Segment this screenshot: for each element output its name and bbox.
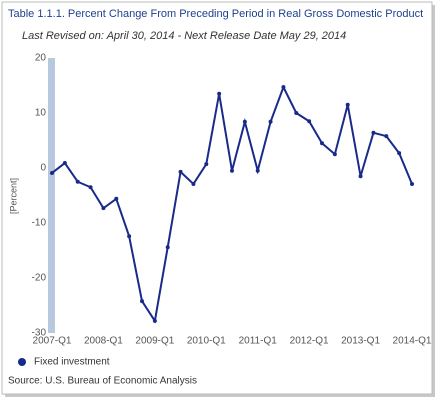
x-tick-label: 2011-Q1 <box>239 336 278 347</box>
frame <box>1 1 433 395</box>
legend-marker <box>18 358 26 366</box>
y-tick-label: -20 <box>32 273 47 284</box>
x-tick-label: 2014-Q1 <box>393 336 432 347</box>
data-point <box>397 151 402 156</box>
y-tick-label: 0 <box>40 163 46 174</box>
data-point <box>281 85 286 90</box>
data-point <box>50 170 54 175</box>
data-point <box>268 119 273 124</box>
data-point <box>230 168 234 173</box>
data-point <box>332 152 337 157</box>
data-point <box>88 185 93 190</box>
x-tick-label: 2013-Q1 <box>341 336 380 347</box>
axis-band <box>48 58 55 333</box>
data-point <box>140 299 144 304</box>
data-point <box>255 168 260 173</box>
data-point <box>62 161 67 166</box>
data-point <box>345 102 350 107</box>
chart-title: Table 1.1.1. Percent Change From Precedi… <box>8 8 423 20</box>
data-point <box>204 162 209 167</box>
x-tick-label: 2010-Q1 <box>187 336 226 347</box>
legend-label: Fixed investment <box>34 357 110 368</box>
source: Source: U.S. Bureau of Economic Analysis <box>8 376 197 387</box>
data-point <box>114 196 119 201</box>
x-tick-label: 2008-Q1 <box>84 336 123 347</box>
data-point <box>371 130 376 135</box>
data-point <box>75 179 80 184</box>
data-point <box>178 169 183 174</box>
data-point <box>307 119 312 124</box>
data-point <box>152 318 157 323</box>
data-point <box>384 134 389 139</box>
data-point <box>101 206 106 211</box>
y-tick-label: 20 <box>35 53 47 64</box>
data-point <box>217 91 222 96</box>
data-point <box>165 245 170 250</box>
y-tick-label: -10 <box>32 218 47 229</box>
x-tick-label: 2012-Q1 <box>290 336 329 347</box>
data-point <box>242 119 247 124</box>
data-point <box>294 111 299 115</box>
data-point <box>191 181 196 186</box>
data-point <box>320 141 324 146</box>
x-tick-label: 2007-Q1 <box>33 336 72 347</box>
x-tick-label: 2009-Q1 <box>135 336 174 347</box>
y-tick-label: 10 <box>35 108 47 119</box>
data-point <box>127 234 132 239</box>
y-axis-label: [Percent] <box>8 178 18 214</box>
data-point <box>410 181 414 186</box>
chart-subtitle: Last Revised on: April 30, 2014 - Next R… <box>22 30 346 42</box>
y-tick-label: -30 <box>32 328 47 339</box>
data-point <box>358 174 363 179</box>
